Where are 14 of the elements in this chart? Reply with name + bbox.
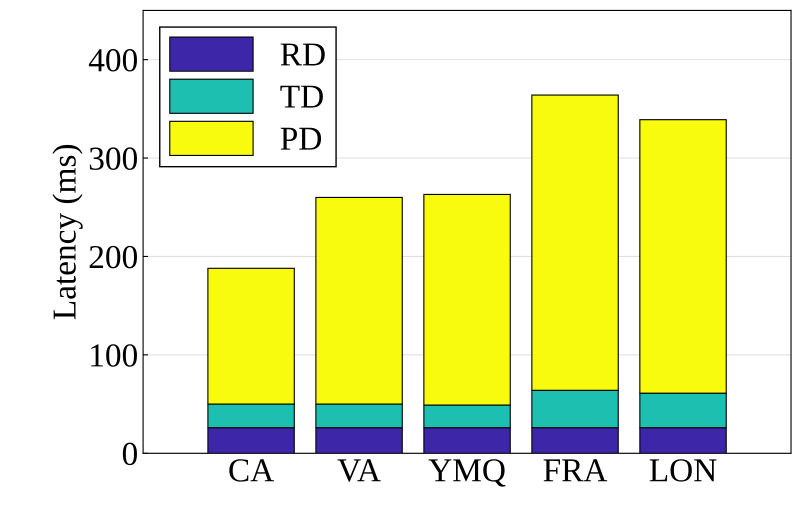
y-axis-title: Latency (ms) [52,144,83,320]
legend-label: TD [280,86,323,108]
x-tick-label: LON [650,459,717,482]
y-tick-label: 200 [90,246,137,268]
y-tick-label: 0 [122,442,137,466]
x-tick-label: CA [229,459,274,482]
x-tick-label: YMQ [428,459,506,487]
y-tick-label: 100 [91,344,137,367]
y-tick-label: 300 [90,147,137,170]
x-tick-label: VA [338,459,381,482]
legend-label: RD [280,44,325,66]
y-tick-label: 400 [88,49,137,72]
legend-label: PD [280,128,322,150]
x-tick-label: FRA [544,459,608,482]
